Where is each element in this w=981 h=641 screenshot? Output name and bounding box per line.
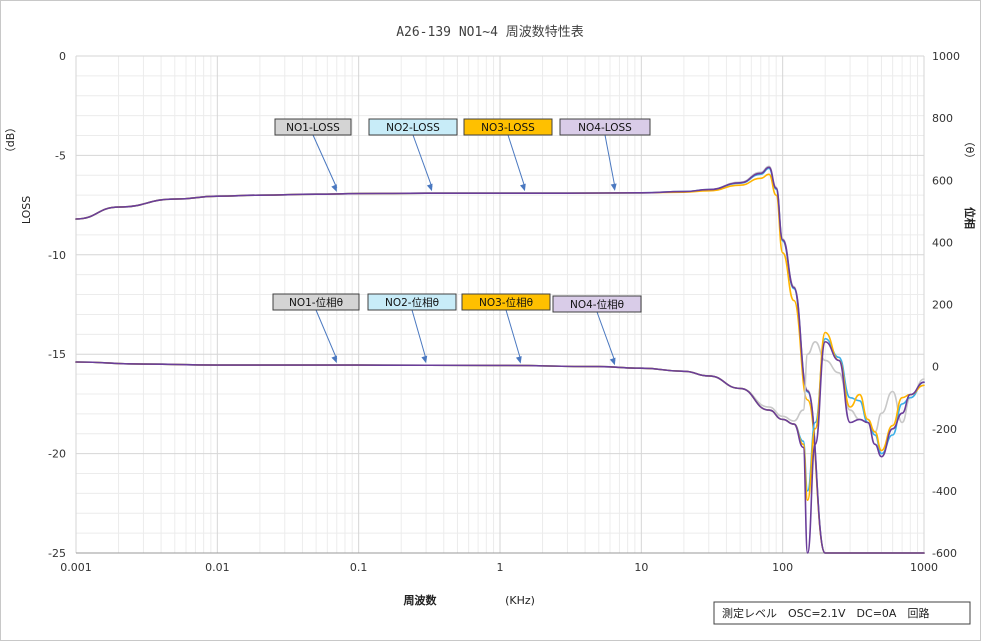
series-label: NO2-LOSS xyxy=(386,122,440,134)
x-tick-label: 1 xyxy=(497,561,504,574)
callout-line xyxy=(505,309,522,360)
callout-line xyxy=(312,134,338,189)
y-right-tick-label: 800 xyxy=(932,112,953,125)
callout-arrowhead xyxy=(515,356,522,364)
chart-title: A26-139 NO1~4 周波数特性表 xyxy=(396,25,584,40)
annotation-layer: NO1-LOSS NO2-LOSS NO3-LOSS NO4-LOSS NO1-位相θ N… xyxy=(272,118,651,366)
y-left-tick-label: -10 xyxy=(48,249,66,262)
series-label: NO1-LOSS xyxy=(286,122,340,134)
y-right-tick-label: 400 xyxy=(932,236,953,249)
x-tick-label: 0.1 xyxy=(350,561,368,574)
callout-line xyxy=(596,311,616,362)
series-label-box xyxy=(274,118,352,136)
series-label: NO3-LOSS xyxy=(481,122,535,134)
x-axis-unit: (KHz) xyxy=(505,594,535,607)
callout-line xyxy=(411,309,427,360)
y-right-tick-label: 1000 xyxy=(932,50,960,63)
y-right-tick-label: -600 xyxy=(932,547,957,560)
y-left-tick-label: 0 xyxy=(59,50,66,63)
y-right-tick-label: -200 xyxy=(932,423,957,436)
series-label-box xyxy=(461,293,551,311)
x-axis-title: 周波数 xyxy=(404,593,438,607)
series-line-4 xyxy=(75,166,925,554)
callout-arrowhead xyxy=(331,184,337,192)
x-tick-label: 0.001 xyxy=(60,561,92,574)
callout-line xyxy=(507,134,526,188)
y-left-tick-label: -15 xyxy=(48,348,66,361)
series-label: NO3-位相θ xyxy=(479,296,533,309)
series-line-8 xyxy=(75,341,925,554)
series-label-box xyxy=(367,293,457,311)
y-left-tick-label: -20 xyxy=(48,448,66,461)
x-tick-label: 10 xyxy=(634,561,648,574)
series-label-box xyxy=(368,118,458,136)
callout-arrowhead xyxy=(331,355,338,364)
measurement-note: 測定レベル OSC=2.1V DC=0A 回路 xyxy=(722,606,929,620)
series-label: NO4-LOSS xyxy=(578,122,632,134)
series-layer xyxy=(75,165,925,554)
callout-arrowhead xyxy=(609,357,616,366)
x-tick-label: 1000 xyxy=(910,561,938,574)
callout-line xyxy=(412,134,433,188)
y-left-tick-label: -25 xyxy=(48,547,66,560)
y-right-tick-label: -400 xyxy=(932,485,957,498)
axes: 0.001 0.01 0.1 1 10 100 1000 0 -5 -10 -15 -20 -25 100… xyxy=(48,50,960,574)
series-label-box xyxy=(272,293,360,311)
callout-arrowhead xyxy=(610,183,617,191)
measurement-note-box xyxy=(713,601,971,625)
y-left-tick-label: -5 xyxy=(55,149,66,162)
y-right-tick-label: 200 xyxy=(932,299,953,312)
callout-line xyxy=(315,309,338,360)
series-label: NO4-位相θ xyxy=(570,298,624,311)
series-label: NO1-位相θ xyxy=(289,296,343,309)
y-right-axis-unit: （θ） xyxy=(963,136,976,165)
callout-arrowhead xyxy=(519,183,526,192)
series-label: NO2-位相θ xyxy=(385,296,439,309)
callout-arrowhead xyxy=(421,355,428,364)
x-tick-label: 0.01 xyxy=(205,561,230,574)
y-left-axis-unit: （dB） xyxy=(4,122,17,159)
y-right-axis-title: 位相 xyxy=(963,207,977,229)
y-right-tick-label: 0 xyxy=(932,361,939,374)
y-left-axis-title: LOSS xyxy=(20,196,33,224)
callout-line xyxy=(604,134,616,188)
callout-arrowhead xyxy=(426,183,433,192)
y-right-tick-label: 600 xyxy=(932,174,953,187)
series-label-box xyxy=(559,118,651,136)
series-label-box xyxy=(463,118,553,136)
series-label-box xyxy=(552,295,642,313)
x-tick-label: 100 xyxy=(772,561,793,574)
